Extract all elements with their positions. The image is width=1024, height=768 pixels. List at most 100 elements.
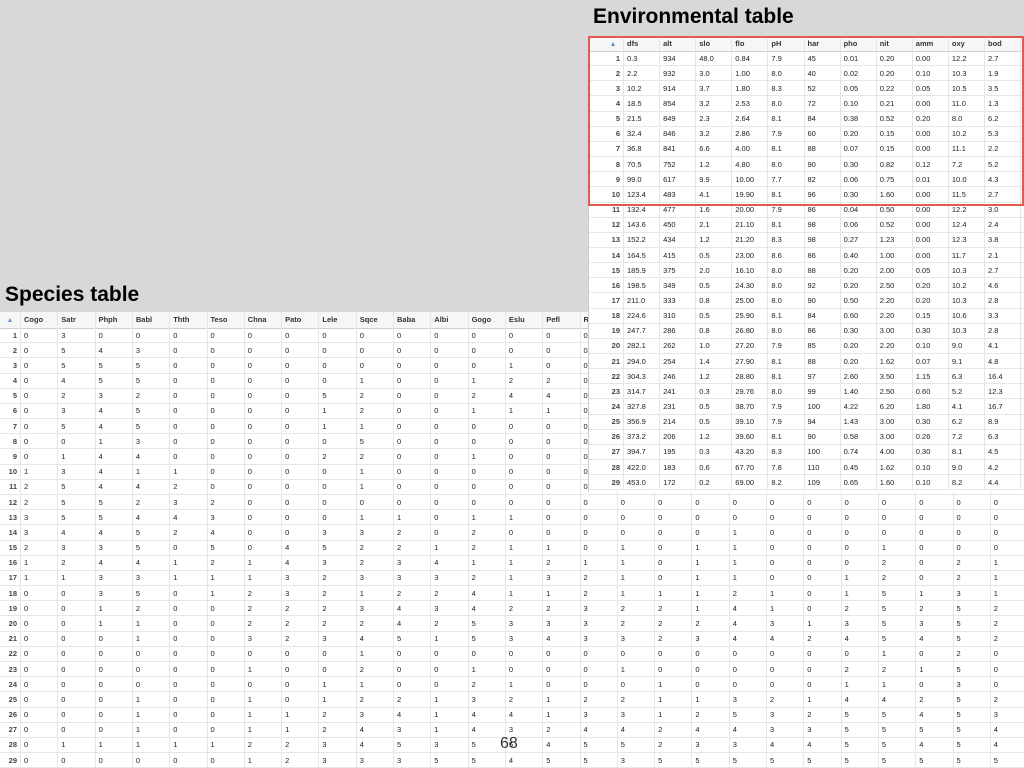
table-cell: 2	[919, 694, 924, 704]
table-cell: 3	[397, 755, 402, 765]
table-cell: 0	[919, 649, 924, 659]
table-cell: 2.8	[988, 326, 999, 336]
table-cell: 3	[135, 436, 141, 446]
table-cell: 0	[658, 512, 663, 522]
table-cell: 3	[210, 512, 215, 522]
table-cell: 2	[844, 603, 849, 613]
table-cell: 0	[397, 376, 402, 386]
table-cell: 20.00	[735, 205, 755, 215]
table-cell: 310	[663, 311, 676, 321]
table-cell: 0.27	[843, 235, 859, 245]
table-cell: 3.0	[699, 68, 710, 78]
table-cell: 2	[881, 558, 887, 568]
table-cell: 0	[285, 452, 290, 462]
row-label: 15	[611, 265, 620, 275]
table-cell: 0	[135, 664, 141, 674]
table-cell: 1	[98, 740, 103, 750]
table-cell: 4	[546, 634, 551, 644]
table-cell: 88	[807, 265, 816, 275]
table-cell: 6.3	[951, 371, 963, 381]
table-cell: 0	[546, 467, 551, 477]
table-cell: 2	[881, 573, 887, 583]
table-cell: 0	[993, 527, 998, 537]
table-cell: 1	[359, 649, 364, 659]
table-cell: 3	[732, 740, 737, 750]
table-cell: 5	[919, 725, 924, 735]
table-cell: 0	[210, 725, 215, 735]
row-divider	[589, 398, 1024, 400]
table-cell: 0	[285, 497, 290, 507]
row-divider	[0, 691, 1024, 693]
table-cell: 0	[210, 345, 215, 355]
table-cell: 88	[807, 356, 816, 366]
table-cell: 2.50	[879, 386, 895, 396]
table-cell: 10.00	[735, 174, 755, 184]
column-header: Pefl	[546, 315, 560, 324]
table-cell: 0	[247, 482, 252, 492]
table-cell: 4	[807, 740, 812, 750]
table-cell: 3	[359, 755, 364, 765]
table-cell: 0	[24, 452, 29, 462]
table-cell: 0.52	[879, 220, 895, 230]
row-divider	[589, 246, 1024, 248]
table-cell: 0	[956, 527, 961, 537]
table-cell: 1	[434, 710, 439, 720]
table-cell: 0	[210, 467, 215, 477]
table-cell: 1	[359, 482, 364, 492]
table-cell: 45	[807, 53, 816, 63]
table-cell: 2.4	[988, 220, 999, 230]
column-header: dfs	[627, 38, 639, 48]
table-cell: 1	[247, 755, 252, 765]
table-cell: 99	[807, 386, 816, 396]
table-cell: 24.30	[735, 280, 755, 290]
row-label: 7	[12, 421, 17, 431]
table-cell: 2	[359, 543, 364, 553]
table-cell: 0	[247, 436, 252, 446]
table-cell: 2	[322, 710, 327, 720]
table-cell: 5	[508, 740, 514, 750]
table-cell: 52	[807, 83, 816, 93]
table-cell: 10.3	[951, 295, 967, 305]
table-cell: 5	[583, 740, 588, 750]
row-divider	[0, 357, 1024, 359]
table-cell: 94	[807, 417, 816, 427]
table-cell: 0	[807, 543, 812, 553]
table-cell: 5	[956, 755, 961, 765]
table-cell: 0	[844, 649, 849, 659]
table-cell: 3	[173, 497, 178, 507]
table-cell: 327.8	[627, 402, 646, 412]
table-cell: 3	[770, 710, 775, 720]
table-cell: 0.07	[915, 356, 931, 366]
table-cell: 3.00	[879, 432, 895, 442]
table-cell: 2.3	[699, 114, 710, 124]
table-cell: 2	[508, 376, 514, 386]
table-cell: 1	[61, 740, 66, 750]
table-cell: 1	[546, 406, 551, 416]
table-cell: 4.00	[735, 144, 750, 154]
table-cell: 3	[508, 725, 514, 735]
table-cell: 0	[434, 406, 439, 416]
table-cell: 1	[210, 588, 215, 598]
table-cell: 0	[658, 558, 663, 568]
table-cell: 1	[61, 452, 66, 462]
table-cell: 4	[919, 710, 924, 720]
table-cell: 0	[807, 588, 812, 598]
table-cell: 0	[434, 421, 439, 431]
table-cell: 1	[732, 558, 737, 568]
table-cell: 0	[247, 497, 252, 507]
table-cell: 5	[956, 694, 961, 704]
table-cell: 3.2	[699, 129, 710, 139]
table-cell: 0.5	[699, 311, 710, 321]
table-cell: 198.5	[627, 280, 646, 290]
table-cell: 1	[434, 543, 439, 553]
table-cell: 4	[471, 588, 476, 598]
table-cell: 2	[658, 725, 663, 735]
table-cell: 2	[620, 694, 625, 704]
table-cell: 4	[471, 710, 476, 720]
table-cell: 1	[322, 679, 327, 689]
table-cell: 109	[807, 477, 821, 487]
table-cell: 0	[322, 512, 327, 522]
table-cell: 0	[247, 391, 252, 401]
table-cell: 0.3	[699, 447, 710, 457]
table-cell: 214	[663, 417, 676, 427]
